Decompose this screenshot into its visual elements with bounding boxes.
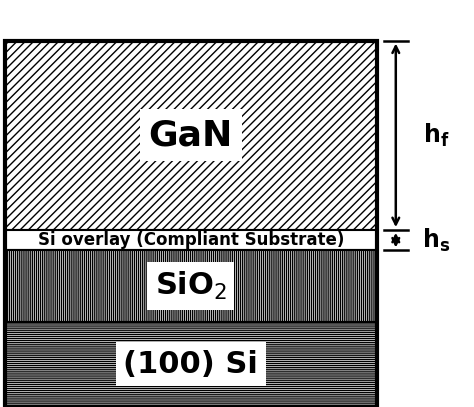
Bar: [5, 230, 377, 250]
Bar: [5, 250, 377, 322]
Text: SiO$_2$: SiO$_2$: [155, 270, 227, 302]
Bar: [5, 41, 377, 230]
Text: (100) Si: (100) Si: [123, 350, 258, 379]
Text: GaN: GaN: [148, 118, 233, 152]
Text: $\mathbf{h_f}$: $\mathbf{h_f}$: [423, 122, 449, 149]
Bar: [5, 41, 377, 407]
Text: Si overlay (Compliant Substrate): Si overlay (Compliant Substrate): [37, 231, 344, 249]
Text: $\mathbf{h_s}$: $\mathbf{h_s}$: [422, 227, 450, 254]
Bar: [5, 322, 377, 407]
